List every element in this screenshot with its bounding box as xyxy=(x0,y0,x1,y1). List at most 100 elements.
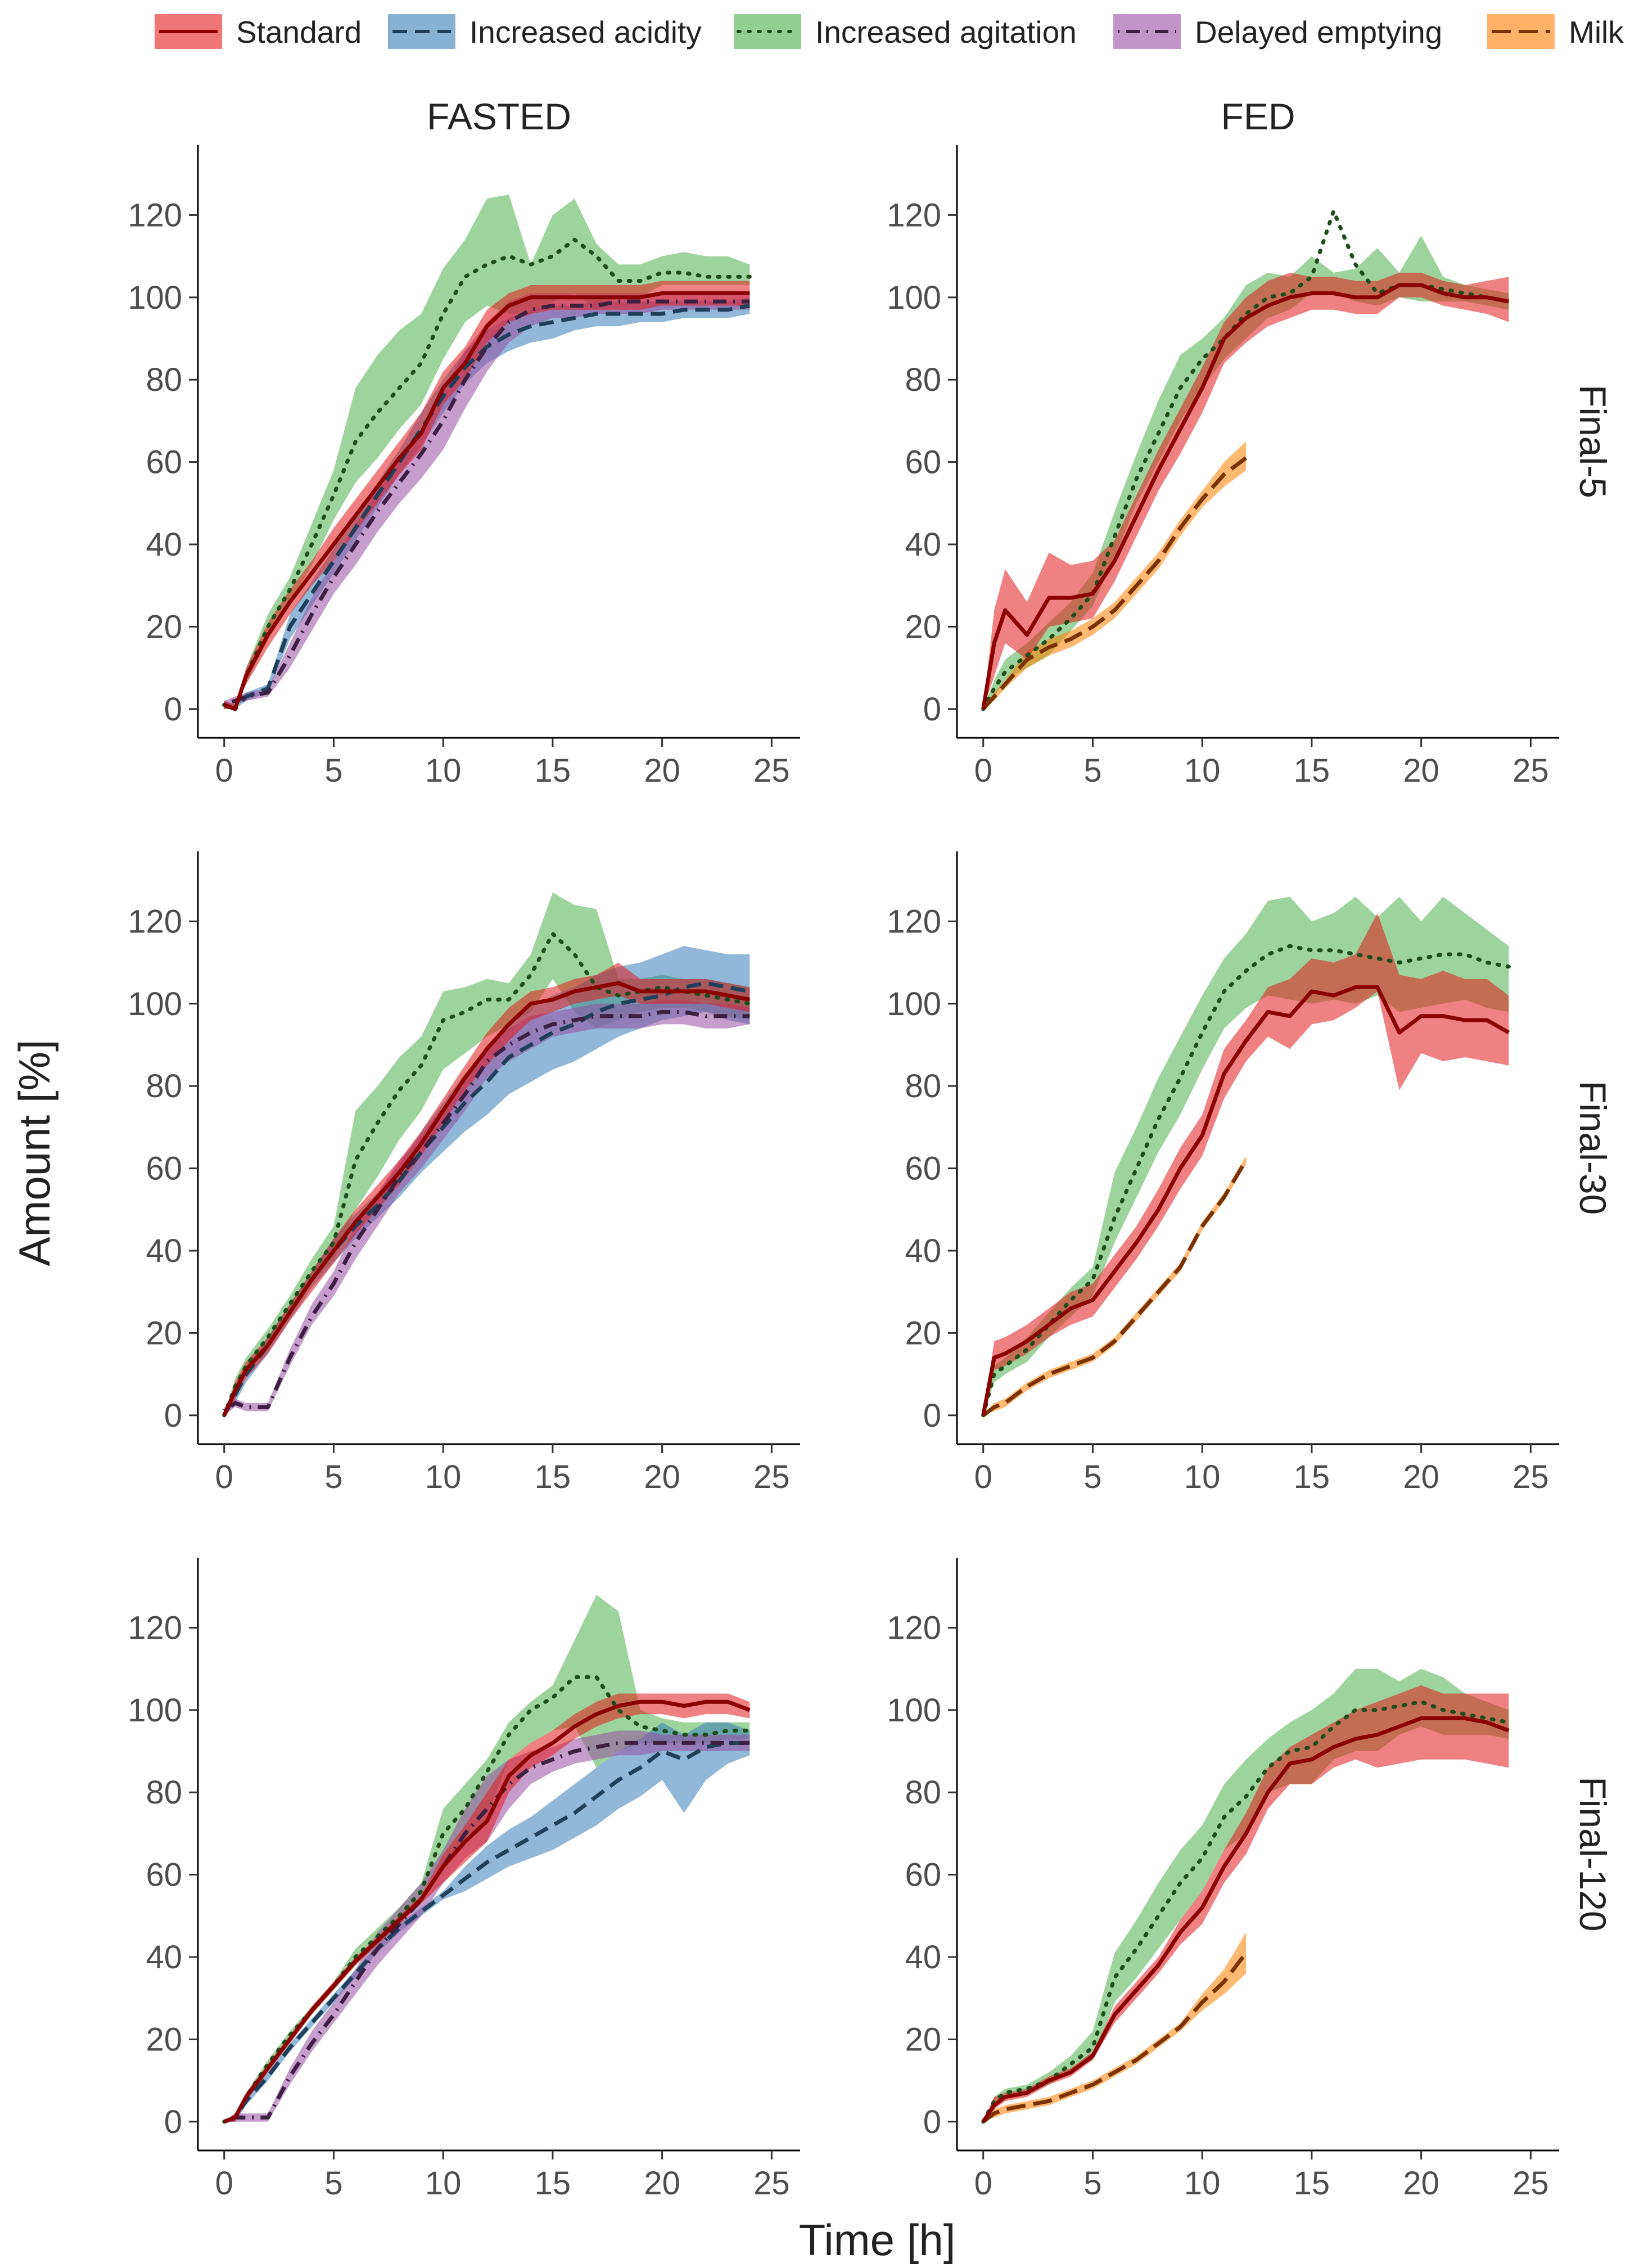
y-tick-label: 80 xyxy=(905,362,941,398)
x-tick-label: 25 xyxy=(1512,1459,1549,1495)
y-tick-label: 60 xyxy=(905,1857,941,1893)
x-tick-label: 0 xyxy=(974,752,992,789)
legend-item-standard: Standard xyxy=(155,14,362,49)
x-tick-label: 5 xyxy=(1083,2165,1101,2202)
series-line-standard xyxy=(981,1716,1510,2123)
x-tick-label: 20 xyxy=(644,1459,680,1495)
legend-label-milk: Milk xyxy=(1569,15,1624,49)
x-tick-label: 15 xyxy=(1294,2165,1330,2202)
ribbon-acidity xyxy=(224,1722,750,2122)
y-tick-label: 40 xyxy=(146,1233,182,1269)
y-tick-label: 120 xyxy=(128,197,182,233)
panel-fed-final-30: 0 20 40 60 80 100 120 0 5 10 15 20 25 xyxy=(887,851,1559,1495)
series-line-delayed xyxy=(223,1741,750,2124)
y-tick-label: 80 xyxy=(146,362,182,398)
facet-headers: FASTED FED Final-5 Final-30 Final-120 xyxy=(427,96,1614,1932)
x-tick-label: 25 xyxy=(753,1459,790,1495)
series-line-acidity xyxy=(223,304,751,711)
series-line-standard xyxy=(981,283,1510,710)
y-axis-title: Amount [%] xyxy=(10,1039,59,1266)
x-tick-label: 25 xyxy=(753,752,790,789)
row-header-final-120: Final-120 xyxy=(1572,1776,1614,1931)
ribbon-agitation xyxy=(224,1594,750,2122)
y-tick-label: 100 xyxy=(128,1692,182,1729)
x-tick-label: 5 xyxy=(324,752,342,789)
x-tick-label: 10 xyxy=(425,2165,462,2202)
row-header-final-30: Final-30 xyxy=(1572,1081,1614,1215)
x-tick-label: 20 xyxy=(1403,752,1439,789)
x-tick-label: 0 xyxy=(974,1459,992,1495)
x-tick-label: 10 xyxy=(425,1459,462,1495)
series-line-acidity xyxy=(222,981,751,1417)
x-tick-label: 0 xyxy=(215,1459,233,1495)
ribbon-delayed xyxy=(224,293,750,709)
series-line-delayed xyxy=(223,299,750,707)
panel-fed-final-5: 0 20 40 60 80 100 120 0 5 10 15 20 25 xyxy=(887,145,1559,789)
series-line-agitation xyxy=(222,931,752,1418)
x-tick-label: 20 xyxy=(1403,2165,1439,2202)
x-tick-label: 15 xyxy=(1294,1459,1330,1495)
y-tick-label: 20 xyxy=(905,608,941,645)
panel-fasted-final-120: 0 20 40 60 80 100 120 0 5 10 15 20 25 xyxy=(128,1558,800,2202)
series-line-delayed xyxy=(223,1010,750,1413)
legend-label-standard: Standard xyxy=(236,15,362,49)
column-header-fed: FED xyxy=(1221,96,1295,137)
y-tick-label: 80 xyxy=(146,1774,182,1811)
y-tick-label: 20 xyxy=(146,1315,182,1351)
x-tick-label: 15 xyxy=(1294,752,1330,789)
y-tick-label: 20 xyxy=(146,2021,182,2058)
x-tick-label: 10 xyxy=(425,752,462,789)
y-tick-label: 40 xyxy=(146,526,182,563)
x-tick-label: 5 xyxy=(1083,752,1101,789)
legend-label-acidity: Increased acidity xyxy=(469,15,702,49)
x-tick-label: 5 xyxy=(324,2165,342,2202)
x-tick-label: 20 xyxy=(644,2165,680,2202)
x-tick-label: 0 xyxy=(215,2165,233,2202)
x-tick-label: 15 xyxy=(535,752,571,789)
legend-item-acidity: Increased acidity xyxy=(388,14,702,49)
y-tick-label: 0 xyxy=(164,2104,182,2140)
legend-item-milk: Milk xyxy=(1487,14,1624,49)
ribbon-standard xyxy=(224,962,750,1415)
series-line-standard xyxy=(981,985,1510,1416)
panel-fasted-final-30: 0 20 40 60 80 100 120 0 5 10 15 20 25 xyxy=(128,851,800,1495)
series-line-milk xyxy=(982,1951,1248,2123)
x-tick-label: 5 xyxy=(324,1459,342,1495)
x-tick-label: 0 xyxy=(215,752,233,789)
series-line-standard xyxy=(223,1699,751,2124)
series-line-milk xyxy=(982,1159,1248,1417)
series-line-milk xyxy=(982,456,1248,711)
y-tick-label: 0 xyxy=(164,1397,182,1434)
legend-item-agitation: Increased agitation xyxy=(734,14,1077,49)
y-tick-label: 20 xyxy=(905,2021,941,2058)
y-tick-label: 0 xyxy=(923,691,941,728)
y-tick-label: 80 xyxy=(905,1068,941,1104)
y-tick-label: 60 xyxy=(905,1151,941,1187)
x-tick-label: 20 xyxy=(644,752,680,789)
y-tick-label: 100 xyxy=(887,986,941,1022)
ribbon-agitation xyxy=(224,892,750,1415)
y-tick-label: 80 xyxy=(146,1068,182,1104)
y-tick-label: 120 xyxy=(128,1609,182,1646)
ribbon-agitation xyxy=(983,896,1509,1415)
legend-label-agitation: Increased agitation xyxy=(815,15,1077,49)
x-tick-label: 20 xyxy=(1403,1459,1439,1495)
y-tick-label: 40 xyxy=(905,526,941,563)
y-tick-label: 40 xyxy=(146,1939,182,1976)
y-tick-label: 60 xyxy=(905,444,941,481)
panel-fasted-final-5: 0 20 40 60 80 100 120 0 5 10 15 20 25 xyxy=(128,145,800,789)
x-tick-label: 25 xyxy=(1512,2165,1549,2202)
panel-fed-final-120: 0 20 40 60 80 100 120 0 5 10 15 20 25 xyxy=(887,1558,1559,2202)
column-header-fasted: FASTED xyxy=(427,96,571,137)
row-header-final-5: Final-5 xyxy=(1572,385,1614,498)
y-tick-label: 100 xyxy=(128,279,182,316)
x-tick-label: 0 xyxy=(974,2165,992,2202)
x-tick-label: 10 xyxy=(1184,752,1221,789)
ribbon-agitation xyxy=(224,194,750,709)
x-tick-label: 15 xyxy=(535,1459,571,1495)
y-tick-label: 20 xyxy=(146,608,182,645)
y-tick-label: 100 xyxy=(128,986,182,1022)
x-axis-title: Time [h] xyxy=(799,2215,956,2265)
